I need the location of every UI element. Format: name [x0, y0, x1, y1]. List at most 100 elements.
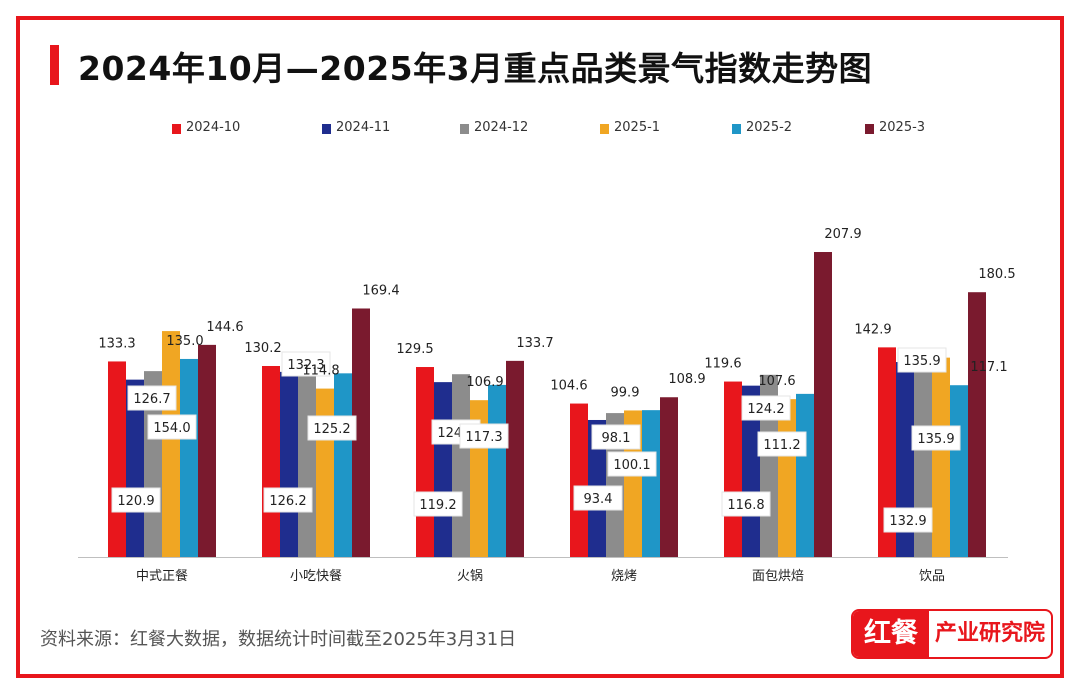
data-label-2025-2-火锅: 117.3 — [459, 423, 509, 449]
brand-logo: 红餐 产业研究院 — [851, 609, 1053, 659]
data-label-2025-1-小吃快餐: 114.8 — [302, 364, 339, 379]
legend-swatch-2024-12 — [460, 124, 469, 134]
bar-2024-10-饮品 — [878, 347, 896, 557]
legend-swatch-2025-1 — [600, 124, 609, 134]
data-label-2024-11-火锅: 119.2 — [413, 491, 463, 517]
data-label-2024-12-饮品: 135.9 — [897, 347, 947, 373]
legend-label-2024-12: 2024-12 — [474, 120, 529, 135]
bar-2025-3-面包烘焙 — [814, 252, 832, 558]
bar-2025-3-火锅 — [506, 360, 524, 557]
bar-2025-1-面包烘焙 — [778, 399, 796, 557]
svg-text:119.2: 119.2 — [419, 498, 456, 513]
data-label-2024-10-面包烘焙: 119.6 — [704, 357, 741, 372]
bar-2024-11-小吃快餐 — [280, 371, 298, 557]
legend-label-2025-3: 2025-3 — [879, 120, 926, 135]
svg-text:154.0: 154.0 — [153, 421, 190, 436]
data-label-2024-10-烧烤: 104.6 — [550, 379, 587, 394]
legend-swatch-2024-10 — [172, 124, 181, 134]
bar-2025-1-饮品 — [932, 357, 950, 557]
svg-text:132.9: 132.9 — [889, 514, 926, 529]
bar-2025-3-烧烤 — [660, 397, 678, 557]
data-label-2025-2-烧烤: 100.1 — [607, 451, 657, 477]
data-label-2024-10-小吃快餐: 130.2 — [244, 341, 281, 356]
svg-text:126.2: 126.2 — [269, 494, 306, 509]
chart-legend: 2024-10 2024-11 2024-12 2025-1 2025-2 20… — [172, 120, 972, 140]
bar-2024-10-火锅 — [416, 367, 434, 557]
svg-text:124.2: 124.2 — [747, 402, 784, 417]
data-label-2024-11-烧烤: 93.4 — [573, 485, 623, 511]
svg-text:132.3: 132.3 — [287, 358, 324, 373]
data-label-2025-3-饮品: 180.5 — [978, 267, 1015, 282]
data-label-2024-10-中式正餐: 133.3 — [98, 336, 135, 351]
brand-mark: 红餐 — [853, 611, 929, 657]
bar-2025-2-火锅 — [488, 384, 506, 557]
legend-swatch-2025-2 — [732, 124, 741, 134]
svg-text:93.4: 93.4 — [584, 492, 613, 507]
x-tick-label: 中式正餐 — [136, 568, 188, 584]
data-label-2025-2-小吃快餐: 125.2 — [307, 415, 357, 441]
legend-label-2025-1: 2025-1 — [614, 120, 661, 135]
data-label-2025-1-中式正餐: 154.0 — [147, 414, 197, 440]
legend-label-2024-11: 2024-11 — [336, 120, 391, 135]
bar-2024-12-小吃快餐 — [298, 362, 316, 557]
data-label-2024-10-饮品: 142.9 — [854, 322, 891, 337]
bar-2025-2-饮品 — [950, 385, 968, 557]
svg-text:117.3: 117.3 — [465, 430, 502, 445]
bar-2024-10-中式正餐 — [108, 361, 126, 557]
bar-2025-1-中式正餐 — [162, 331, 180, 557]
data-label-2025-1-火锅: 106.9 — [466, 375, 503, 390]
x-tick-label: 饮品 — [919, 569, 945, 584]
bar-2025-2-中式正餐 — [180, 358, 198, 557]
data-label-2025-2-中式正餐: 135.0 — [166, 334, 203, 349]
data-label-2025-3-中式正餐: 144.6 — [206, 320, 243, 335]
data-label-2024-11-小吃快餐: 126.2 — [263, 487, 313, 513]
brand-text: 产业研究院 — [934, 621, 1045, 646]
bar-2025-2-小吃快餐 — [334, 373, 352, 557]
data-label-2025-1-面包烘焙: 107.6 — [758, 374, 795, 389]
chart-title: 2024年10月—2025年3月重点品类景气指数走势图 — [78, 49, 873, 88]
data-label-2024-12-面包烘焙: 124.2 — [741, 395, 791, 421]
title-accent-bar — [50, 45, 59, 85]
poster-frame — [16, 16, 1064, 678]
data-label-2025-2-面包烘焙: 111.2 — [757, 431, 807, 457]
bar-2025-2-烧烤 — [642, 410, 660, 557]
data-label-2025-2-饮品: 117.1 — [970, 360, 1007, 375]
bar-2025-3-饮品 — [968, 292, 986, 557]
data-label-2024-11-面包烘焙: 116.8 — [721, 491, 771, 517]
svg-text:126.7: 126.7 — [133, 392, 170, 407]
data-label-2024-12-中式正餐: 126.7 — [127, 385, 177, 411]
svg-text:111.2: 111.2 — [763, 438, 800, 453]
data-label-2025-3-烧烤: 108.9 — [668, 372, 705, 387]
bar-2025-2-面包烘焙 — [796, 393, 814, 557]
svg-text:98.1: 98.1 — [602, 431, 631, 446]
source-note: 资料来源：红餐大数据，数据统计时间截至2025年3月31日 — [40, 629, 517, 650]
bar-2024-11-火锅 — [434, 382, 452, 557]
svg-text:120.9: 120.9 — [117, 494, 154, 509]
data-label-2025-3-小吃快餐: 169.4 — [362, 283, 399, 298]
legend-label-2024-10: 2024-10 — [186, 120, 241, 135]
data-label-2024-12-小吃快餐: 132.3 — [281, 351, 331, 377]
data-label-2025-1-饮品: 135.9 — [911, 425, 961, 451]
svg-text:135.9: 135.9 — [903, 354, 940, 369]
data-label-2024-11-中式正餐: 120.9 — [111, 487, 161, 513]
legend-swatch-2025-3 — [865, 124, 874, 134]
legend-label-2025-2: 2025-2 — [746, 120, 793, 135]
bar-2025-3-小吃快餐 — [352, 308, 370, 557]
bar-2025-3-中式正餐 — [198, 344, 216, 557]
data-label-2025-3-火锅: 133.7 — [516, 336, 553, 351]
svg-text:116.8: 116.8 — [727, 498, 764, 513]
bar-2024-10-烧烤 — [570, 403, 588, 557]
bar-2024-10-面包烘焙 — [724, 381, 742, 557]
bar-2024-11-中式正餐 — [126, 379, 144, 557]
data-label-2025-1-烧烤: 99.9 — [611, 385, 640, 400]
data-label-2024-12-烧烤: 98.1 — [591, 424, 641, 450]
bar-2024-10-小吃快餐 — [262, 365, 280, 557]
x-tick-label: 小吃快餐 — [290, 568, 342, 584]
x-tick-label: 烧烤 — [611, 569, 637, 584]
bar-2025-1-小吃快餐 — [316, 388, 334, 557]
svg-text:135.9: 135.9 — [917, 432, 954, 447]
data-label-2024-10-火锅: 129.5 — [396, 342, 433, 357]
data-label-2024-11-饮品: 132.9 — [883, 507, 933, 533]
x-tick-label: 面包烘焙 — [752, 569, 804, 584]
